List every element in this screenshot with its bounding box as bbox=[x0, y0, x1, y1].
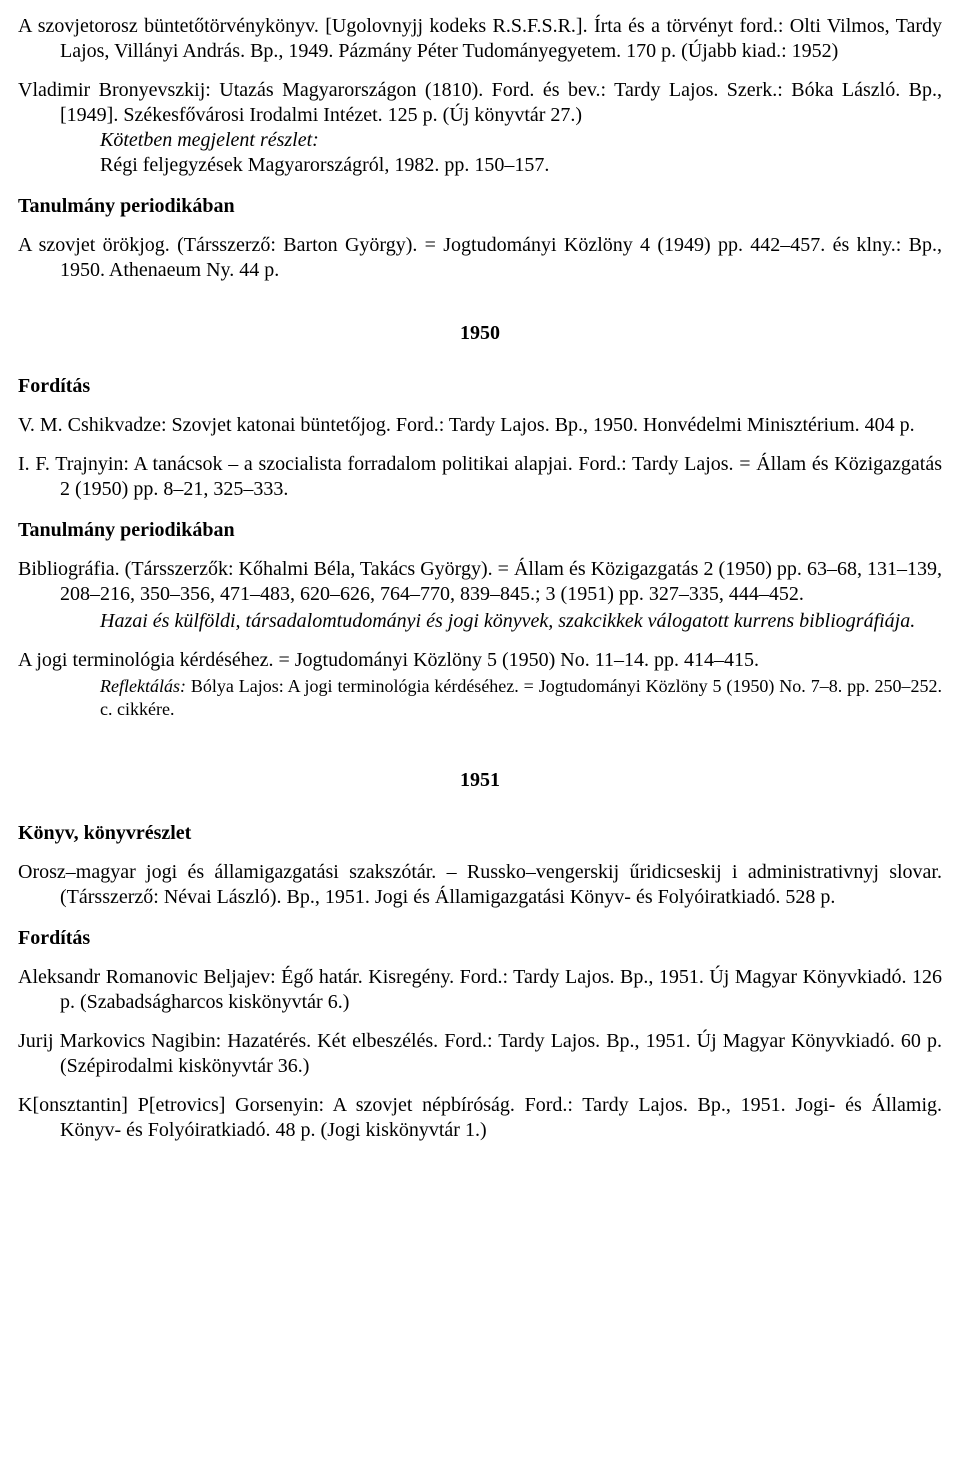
entry-note: Reflektálás: Bólya Lajos: A jogi termino… bbox=[18, 675, 942, 720]
note-text: Bólya Lajos: A jogi terminológia kérdésé… bbox=[100, 676, 942, 719]
section-heading: Fordítás bbox=[18, 374, 942, 399]
entry-note-line: Régi feljegyzések Magyarországról, 1982.… bbox=[18, 153, 942, 178]
bibliography-entry: A szovjetorosz büntetőtörvénykönyv. [Ugo… bbox=[18, 14, 942, 64]
bibliography-entry: V. M. Cshikvadze: Szovjet katonai büntet… bbox=[18, 413, 942, 438]
entry-note-label: Kötetben megjelent részlet: bbox=[18, 128, 942, 153]
bibliography-entry: I. F. Trajnyin: A tanácsok – a szocialis… bbox=[18, 452, 942, 502]
section-heading: Tanulmány periodikában bbox=[18, 194, 942, 219]
bibliography-entry: Aleksandr Romanovic Beljajev: Égő határ.… bbox=[18, 965, 942, 1015]
bibliography-entry: A szovjet örökjog. (Társszerző: Barton G… bbox=[18, 233, 942, 283]
bibliography-entry: Orosz–magyar jogi és államigazgatási sza… bbox=[18, 860, 942, 910]
bibliography-entry: Bibliográfia. (Társszerzők: Kőhalmi Béla… bbox=[18, 557, 942, 607]
section-heading: Tanulmány periodikában bbox=[18, 518, 942, 543]
year-heading: 1951 bbox=[18, 768, 942, 793]
bibliography-entry: K[onsztantin] P[etrovics] Gorsenyin: A s… bbox=[18, 1093, 942, 1143]
section-heading: Fordítás bbox=[18, 926, 942, 951]
section-heading: Könyv, könyvrészlet bbox=[18, 821, 942, 846]
note-prefix: Reflektálás: bbox=[100, 676, 186, 696]
year-heading: 1950 bbox=[18, 321, 942, 346]
bibliography-entry: A jogi terminológia kérdéséhez. = Jogtud… bbox=[18, 648, 942, 673]
entry-note: Hazai és külföldi, társadalomtudományi é… bbox=[18, 609, 942, 634]
bibliography-entry: Jurij Markovics Nagibin: Hazatérés. Két … bbox=[18, 1029, 942, 1079]
bibliography-entry: Vladimir Bronyevszkij: Utazás Magyarorsz… bbox=[18, 78, 942, 128]
